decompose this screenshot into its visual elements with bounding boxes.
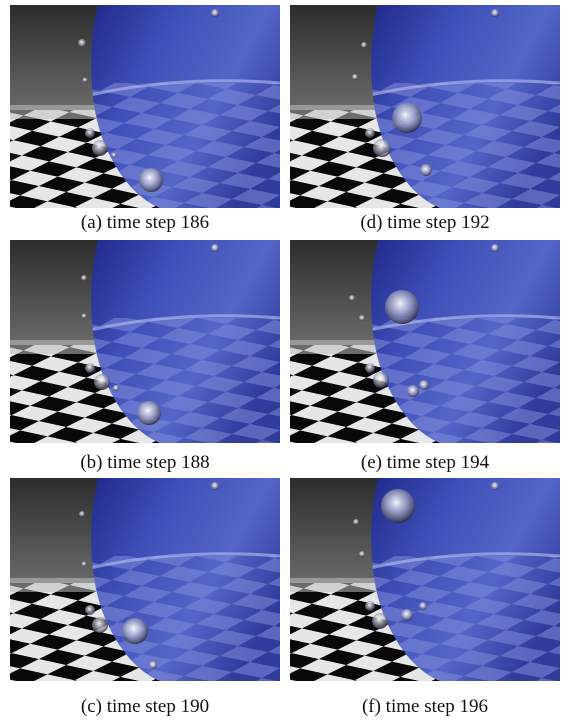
render-image <box>290 478 560 681</box>
caption-d: (d) time step 192 <box>360 212 490 233</box>
panel-a-render <box>10 5 280 208</box>
render-image <box>10 5 280 208</box>
panel-c-render <box>10 478 280 681</box>
render-image <box>290 5 560 208</box>
panel-e-render <box>290 240 560 443</box>
caption-c: (c) time step 190 <box>80 696 210 717</box>
caption-f: (f) time step 196 <box>361 696 489 717</box>
caption-e: (e) time step 194 <box>360 452 490 473</box>
render-image <box>290 240 560 443</box>
panel-d-render <box>290 5 560 208</box>
caption-a: (a) time step 186 <box>80 212 210 233</box>
panel-f-render <box>290 478 560 681</box>
panel-b-render <box>10 240 280 443</box>
render-image <box>10 478 280 681</box>
render-image <box>10 240 280 443</box>
caption-b: (b) time step 188 <box>80 452 210 473</box>
